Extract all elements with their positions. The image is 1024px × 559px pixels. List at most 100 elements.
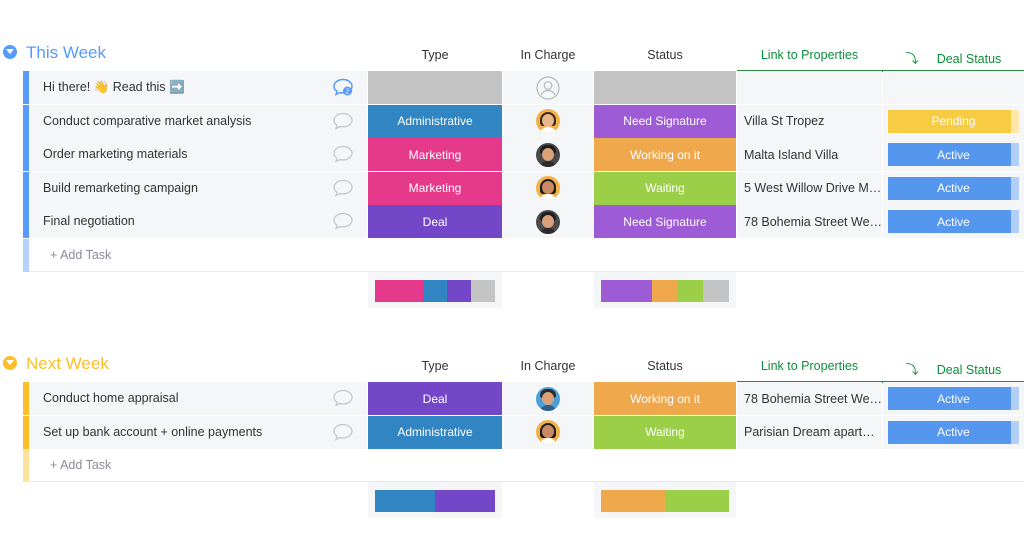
chat-bubble-icon[interactable] [332, 212, 354, 231]
deal-status-label: Deal Status [936, 52, 1002, 66]
add-task-row[interactable]: + Add Task [0, 238, 1024, 272]
table-row[interactable]: Build remarketing campaign Marketing Wai… [0, 171, 1024, 205]
item-name-cell[interactable]: Conduct home appraisal [29, 382, 367, 415]
group-header: This Week Type In Charge Status Link to … [0, 38, 1024, 72]
property-link[interactable]: 78 Bohemia Street We… [737, 205, 882, 239]
type-label[interactable]: Marketing [368, 171, 502, 205]
type-label[interactable]: Administrative [368, 104, 502, 138]
status-label[interactable]: Need Signature [594, 205, 736, 239]
type-label[interactable]: Marketing [368, 138, 502, 172]
column-header-status[interactable]: Status [647, 359, 683, 373]
group-title[interactable]: This Week [26, 43, 106, 62]
deal-status-pill[interactable]: Active [888, 176, 1019, 200]
item-name[interactable]: Build remarketing campaign [43, 180, 198, 195]
deal-status-cell[interactable]: Active [883, 415, 1024, 449]
chat-bubble-icon[interactable] [332, 423, 354, 441]
deal-status-pill[interactable]: Active [888, 143, 1019, 167]
add-task-input[interactable]: + Add Task [50, 458, 112, 473]
table-row[interactable]: Order marketing materials Marketing Work… [0, 138, 1024, 172]
deal-status-cell[interactable]: Pending [883, 104, 1024, 138]
in-charge-cell[interactable] [503, 415, 593, 449]
status-distribution-bar [601, 279, 729, 302]
collapse-toggle-icon[interactable] [3, 356, 17, 370]
column-header-type[interactable]: Type [421, 48, 449, 62]
item-name[interactable]: Hi there! 👋 Read this ➡️ [43, 80, 185, 94]
column-header-in-charge[interactable]: In Charge [520, 359, 576, 373]
item-name[interactable]: Final negotiation [43, 214, 135, 229]
deal-status-label: Deal Status [936, 363, 1002, 377]
item-name-cell[interactable]: Order marketing materials [29, 138, 367, 172]
deal-status-cell[interactable]: Active [883, 171, 1024, 205]
column-header-link-to-properties[interactable]: Link to Properties [760, 48, 859, 62]
in-charge-cell[interactable] [503, 138, 593, 172]
in-charge-cell[interactable] [503, 171, 593, 205]
property-link[interactable]: Villa St Tropez [737, 104, 882, 138]
in-charge-cell[interactable] [503, 104, 593, 138]
deal-status-label: Active [937, 214, 970, 229]
chat-bubble-icon[interactable]: 2 [332, 78, 354, 96]
in-charge-cell[interactable] [503, 205, 593, 239]
table-row[interactable]: Conduct comparative market analysis Admi… [0, 104, 1024, 138]
status-label[interactable]: Waiting [594, 171, 736, 205]
deal-status-pill[interactable]: Active [888, 210, 1019, 234]
column-header-status[interactable]: Status [647, 48, 683, 62]
deal-status-cell[interactable]: Active [883, 205, 1024, 239]
deal-status-cell[interactable]: Active [883, 382, 1024, 415]
chat-bubble-icon[interactable] [332, 179, 354, 197]
type-summary[interactable] [368, 271, 502, 308]
property-link[interactable]: 78 Bohemia Street We… [737, 382, 882, 415]
type-summary[interactable] [368, 482, 502, 519]
mirror-arrow-icon: ⤵ [905, 362, 919, 377]
column-header-type[interactable]: Type [421, 359, 449, 373]
status-label[interactable]: Waiting [594, 415, 736, 449]
table-row[interactable]: Final negotiation Deal Need Signature 78… [0, 205, 1024, 239]
deal-status-pill[interactable]: Active [888, 420, 1019, 444]
status-label[interactable]: Working on it [594, 138, 736, 172]
item-name-cell[interactable]: Build remarketing campaign [29, 171, 367, 205]
property-link[interactable]: 5 West Willow Drive M… [737, 171, 882, 205]
type-cell[interactable] [368, 71, 502, 104]
table-row[interactable]: Conduct home appraisal Deal Working on i… [0, 382, 1024, 415]
property-link[interactable]: Parisian Dream apart… [737, 415, 882, 449]
item-name-cell[interactable]: Conduct comparative market analysis [29, 104, 367, 138]
chat-bubble-icon[interactable] [332, 112, 354, 130]
chat-bubble-icon[interactable] [332, 389, 354, 407]
status-summary[interactable] [594, 271, 736, 308]
avatar [536, 109, 560, 134]
deal-status-pill[interactable]: Active [888, 387, 1019, 410]
item-name-cell[interactable]: Set up bank account + online payments [29, 415, 367, 449]
item-name-cell[interactable]: Hi there! 👋 Read this ➡️ 2 [29, 71, 367, 104]
status-label[interactable]: Working on it [594, 382, 736, 415]
table-row[interactable]: Hi there! 👋 Read this ➡️ 2 [0, 71, 1024, 104]
in-charge-cell[interactable] [503, 71, 593, 104]
item-name-cell[interactable]: Final negotiation [29, 205, 367, 239]
in-charge-cell[interactable] [503, 382, 593, 415]
item-name[interactable]: Set up bank account + online payments [43, 424, 263, 439]
group-title[interactable]: Next Week [26, 354, 109, 373]
column-header-in-charge[interactable]: In Charge [520, 48, 576, 62]
add-task-input[interactable]: + Add Task [50, 247, 112, 262]
status-summary[interactable] [594, 482, 736, 519]
status-label[interactable]: Need Signature [594, 104, 736, 138]
column-header-deal-status[interactable]: ⤵ Deal Status [883, 359, 1024, 378]
column-header-link-to-properties[interactable]: Link to Properties [760, 359, 859, 373]
item-name[interactable]: Order marketing materials [43, 147, 188, 162]
deal-status-cell[interactable]: Active [883, 138, 1024, 172]
group-color-strip [23, 415, 29, 449]
type-label[interactable]: Deal [368, 382, 502, 415]
deal-status-label: Active [937, 147, 970, 162]
deal-status-pill[interactable]: Pending [888, 109, 1019, 133]
property-link[interactable]: Malta Island Villa [737, 138, 882, 172]
item-name[interactable]: Conduct home appraisal [43, 391, 179, 405]
type-label[interactable]: Administrative [368, 415, 502, 449]
item-name[interactable]: Conduct comparative market analysis [43, 113, 252, 128]
type-label[interactable]: Deal [368, 205, 502, 239]
chat-bubble-icon[interactable] [332, 145, 354, 163]
deal-status-cell[interactable] [883, 71, 1024, 104]
status-cell[interactable] [594, 71, 736, 104]
column-header-deal-status[interactable]: ⤵ Deal Status [883, 48, 1024, 67]
property-link-cell[interactable] [737, 71, 882, 104]
collapse-toggle-icon[interactable] [3, 45, 17, 59]
table-row[interactable]: Set up bank account + online payments Ad… [0, 415, 1024, 449]
add-task-row[interactable]: + Add Task [0, 449, 1024, 483]
